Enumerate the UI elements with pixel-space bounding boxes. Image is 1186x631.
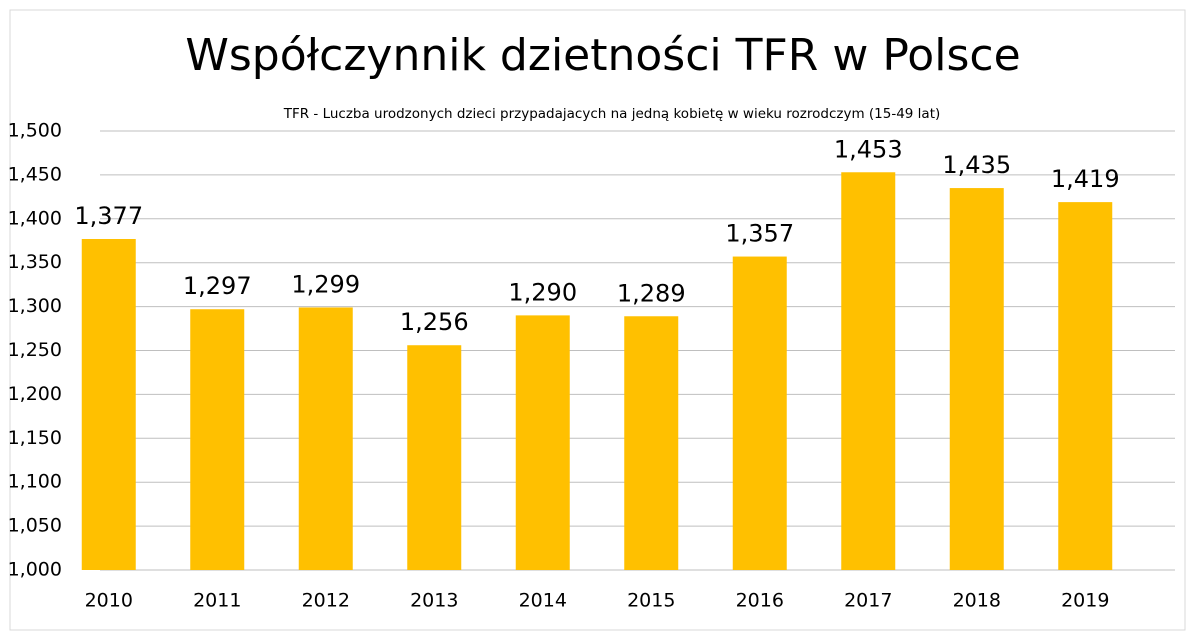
x-tick-label: 2018 [953,590,1001,612]
y-tick-label: 1,050 [8,515,62,537]
x-tick-label: 2014 [519,590,567,612]
y-tick-label: 1,100 [8,471,62,493]
data-label: 1,256 [400,308,469,336]
bar [624,316,679,570]
bar [1058,202,1113,571]
y-tick-label: 1,500 [8,120,62,142]
bar [515,315,570,570]
data-label: 1,419 [1051,165,1120,193]
x-tick-label: 2016 [736,590,784,612]
y-tick-label: 1,400 [8,207,62,229]
bar [949,188,1004,570]
x-tick-label: 2019 [1061,590,1109,612]
bar [298,307,353,570]
chart-border [9,9,1186,631]
x-tick-label: 2017 [844,590,892,612]
data-label: 1,435 [942,151,1011,179]
data-label: 1,357 [725,220,794,248]
bar [732,256,787,570]
y-tick-label: 1,300 [8,295,62,317]
bar [81,238,136,570]
data-label: 1,453 [834,135,903,163]
chart-subtitle: TFR - Luczba urodzonych dzieci przypadaj… [283,106,941,122]
bar [190,309,245,570]
y-tick-label: 1,200 [8,383,62,405]
bar [841,172,896,571]
chart-title: Współczynnik dzietności TFR w Polsce [185,30,1020,81]
bar [407,345,462,570]
data-label: 1,289 [617,279,686,307]
x-tick-label: 2015 [627,590,675,612]
x-tick-label: 2013 [410,590,458,612]
x-tick-label: 2011 [193,590,241,612]
y-tick-label: 1,250 [8,339,62,361]
data-label: 1,290 [508,278,577,306]
x-tick-label: 2012 [302,590,350,612]
data-label: 1,297 [183,272,252,300]
y-tick-label: 1,350 [8,251,62,273]
data-label: 1,377 [74,202,143,230]
x-tick-label: 2010 [85,590,133,612]
y-tick-label: 1,000 [8,559,62,581]
y-tick-label: 1,450 [8,163,62,185]
y-tick-label: 1,150 [8,427,62,449]
data-label: 1,299 [291,270,360,298]
